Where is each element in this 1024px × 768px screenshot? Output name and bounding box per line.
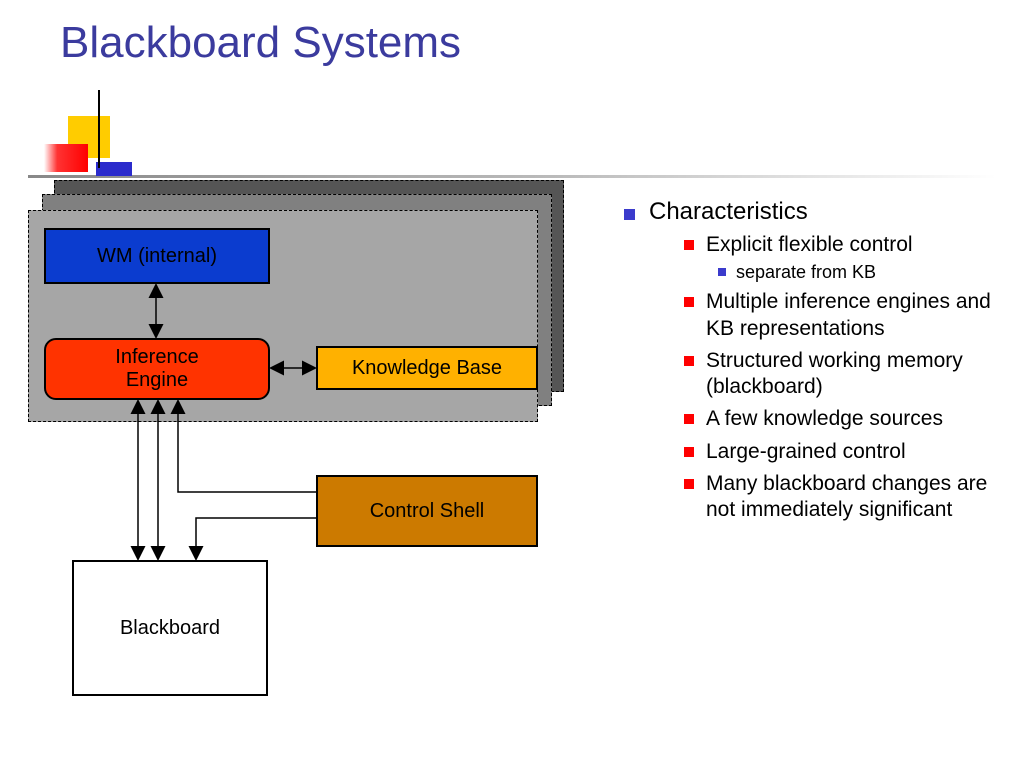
char-item-3: A few knowledge sources — [684, 406, 1008, 432]
char-item-5: Many blackboard changes are not immediat… — [684, 471, 1008, 524]
char-item-1: Multiple inference engines and KB repres… — [684, 289, 1008, 342]
bullet-blue-small-icon — [718, 268, 726, 276]
node-blackboard: Blackboard — [72, 560, 268, 696]
char-item-0-sub-0: separate from KB — [718, 262, 1008, 283]
node-control-shell: Control Shell — [316, 475, 538, 547]
bullet-red-icon — [684, 414, 694, 424]
bullet-red-icon — [684, 297, 694, 307]
char-item-text: Large-grained control — [706, 439, 906, 465]
bullet-red-icon — [684, 447, 694, 457]
node-inference-engine: InferenceEngine — [44, 338, 270, 400]
char-item-2: Structured working memory (blackboard) — [684, 348, 1008, 401]
char-item-text: Multiple inference engines and KB repres… — [706, 289, 1008, 342]
characteristics-panel: Characteristics Explicit flexible contro… — [624, 198, 1008, 523]
characteristics-heading-row: Characteristics — [624, 198, 1008, 226]
char-item-4: Large-grained control — [684, 439, 1008, 465]
bullet-red-icon — [684, 356, 694, 366]
bullet-red-icon — [684, 240, 694, 250]
decoration-blue-square — [96, 162, 132, 176]
char-item-text: A few knowledge sources — [706, 406, 943, 432]
bullet-blue-icon — [624, 209, 635, 220]
title-underline — [28, 175, 996, 178]
diagram-area: WM (internal) InferenceEngine Knowledge … — [28, 180, 588, 740]
node-knowledge-base: Knowledge Base — [316, 346, 538, 390]
char-item-text: Many blackboard changes are not immediat… — [706, 471, 1008, 524]
char-item-0: Explicit flexible control — [684, 232, 1008, 258]
char-item-text: Explicit flexible control — [706, 232, 913, 258]
char-subitem-text: separate from KB — [736, 262, 876, 283]
decoration-red-square — [44, 144, 88, 172]
char-item-text: Structured working memory (blackboard) — [706, 348, 1008, 401]
bullet-red-icon — [684, 479, 694, 489]
page-title: Blackboard Systems — [60, 18, 461, 68]
node-wm: WM (internal) — [44, 228, 270, 284]
characteristics-heading: Characteristics — [649, 198, 808, 225]
decoration-vertical-line — [98, 90, 100, 168]
